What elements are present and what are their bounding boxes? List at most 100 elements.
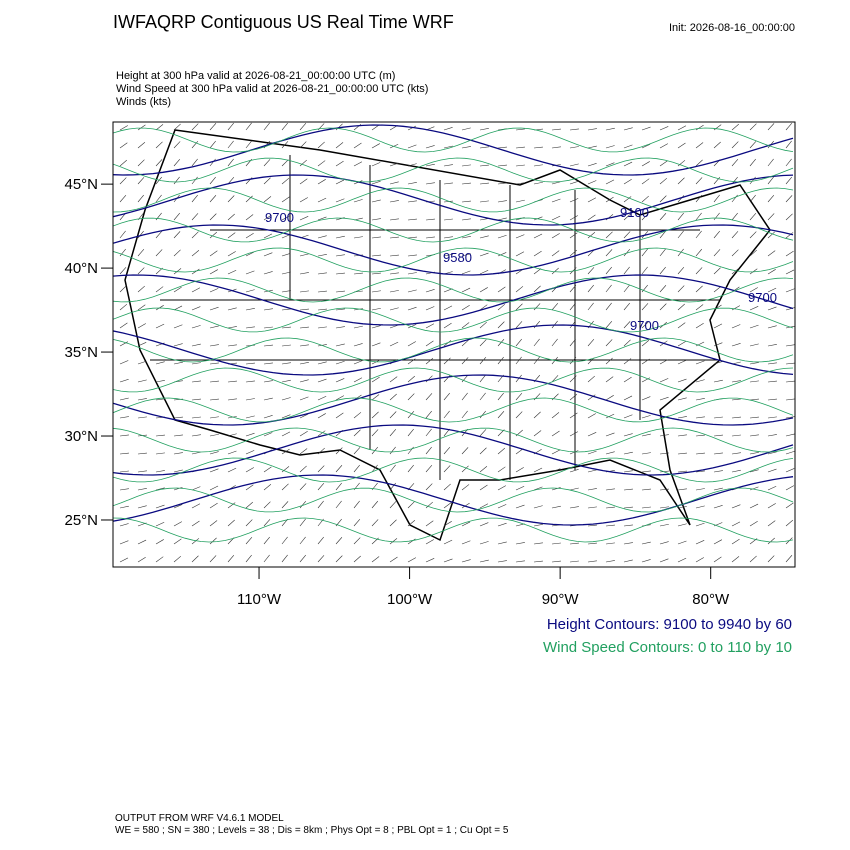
wind-barb — [767, 451, 777, 455]
wind-barb — [659, 285, 667, 293]
wind-barb — [245, 270, 255, 275]
wind-barb — [173, 343, 183, 347]
wind-barb — [587, 375, 595, 383]
wind-barb — [137, 124, 146, 131]
wind-barb — [371, 180, 381, 185]
wind-barb — [371, 464, 378, 473]
wind-barb — [623, 321, 631, 329]
wind-barb — [299, 448, 308, 455]
wind-barb — [659, 506, 669, 509]
wind-barb — [479, 287, 488, 293]
wind-barb — [515, 164, 525, 167]
wind-barb — [173, 469, 183, 473]
wind-barb — [335, 500, 342, 509]
wind-barb — [461, 270, 471, 275]
wind-barb — [551, 233, 560, 239]
wind-barb — [263, 536, 270, 545]
wind-barb — [317, 482, 325, 491]
wind-barb — [677, 341, 686, 347]
wind-barb — [497, 560, 507, 563]
wind-barb — [173, 286, 182, 293]
wind-barb — [497, 200, 507, 203]
wind-barb — [227, 467, 237, 473]
wind-barb — [623, 196, 632, 203]
wind-barb — [119, 360, 129, 365]
wind-barb — [335, 198, 345, 203]
wind-barb — [299, 554, 307, 563]
wind-barb — [317, 465, 325, 473]
wind-barb — [749, 380, 759, 383]
wind-barb — [263, 415, 273, 419]
wind-barb — [191, 398, 201, 401]
wind-barb — [695, 322, 704, 329]
wind-barb — [515, 485, 525, 491]
wind-barb — [749, 158, 756, 167]
wind-barb — [317, 272, 327, 275]
wind-barb — [479, 128, 489, 131]
wind-barb — [785, 232, 794, 239]
wind-barb — [731, 305, 741, 311]
wind-barb — [209, 502, 218, 509]
wind-barb — [137, 452, 147, 455]
wind-barb — [173, 268, 182, 275]
wind-barb — [155, 539, 164, 545]
wind-barb — [767, 416, 777, 419]
wind-barb — [623, 302, 631, 311]
wind-barb — [119, 397, 129, 401]
wind-barb — [317, 361, 327, 365]
wind-barb — [389, 162, 399, 167]
wind-barb — [515, 321, 523, 329]
wind-barb — [731, 141, 739, 149]
wind-barb — [677, 452, 687, 455]
wind-barb — [245, 450, 255, 455]
wind-barb — [299, 431, 308, 437]
wind-barb — [533, 411, 541, 419]
lat-tick-label: 25°N — [64, 512, 98, 529]
wind-barb — [407, 411, 415, 419]
wind-barb — [173, 416, 183, 419]
wind-barb — [569, 412, 578, 419]
wind-barb — [425, 483, 433, 491]
wind-barb — [407, 200, 417, 203]
wind-barb — [137, 379, 147, 383]
wind-barb — [371, 411, 379, 419]
wind-barb — [785, 158, 792, 167]
wind-barb — [677, 230, 684, 239]
height-contour — [113, 274, 794, 326]
wind-barb — [713, 323, 723, 329]
wind-barb — [623, 470, 633, 473]
wind-barb — [569, 393, 578, 401]
wind-barb — [137, 177, 145, 185]
wind-barb — [569, 198, 579, 203]
wind-barb — [119, 248, 126, 257]
wind-barb — [605, 413, 615, 419]
wind-barb — [551, 375, 559, 383]
wind-barb — [461, 559, 471, 563]
wind-barb — [281, 448, 290, 455]
wind-barb — [785, 380, 795, 383]
wind-barb — [767, 362, 777, 365]
wind-barb — [371, 376, 380, 383]
wind-barb — [569, 302, 576, 311]
wind-barb — [353, 199, 363, 203]
wind-barb — [695, 470, 705, 473]
wind-barb — [425, 410, 432, 419]
wind-barb — [695, 142, 704, 149]
height-contour — [113, 174, 794, 226]
wind-barb — [587, 488, 597, 491]
wind-barb — [137, 488, 147, 491]
wind-barb — [461, 287, 471, 293]
wind-barb — [155, 434, 165, 437]
wind-barb — [659, 359, 668, 365]
wind-barb — [767, 250, 776, 257]
wind-barb — [641, 358, 650, 365]
wind-barb — [227, 213, 235, 221]
wind-barb — [263, 159, 271, 167]
wind-barb — [209, 176, 216, 185]
wind-barb — [245, 140, 252, 149]
wind-barb — [263, 252, 273, 257]
wind-barb — [605, 302, 612, 311]
wind-barb — [551, 181, 561, 185]
wind-barb — [191, 503, 201, 509]
wind-barb — [695, 267, 703, 275]
